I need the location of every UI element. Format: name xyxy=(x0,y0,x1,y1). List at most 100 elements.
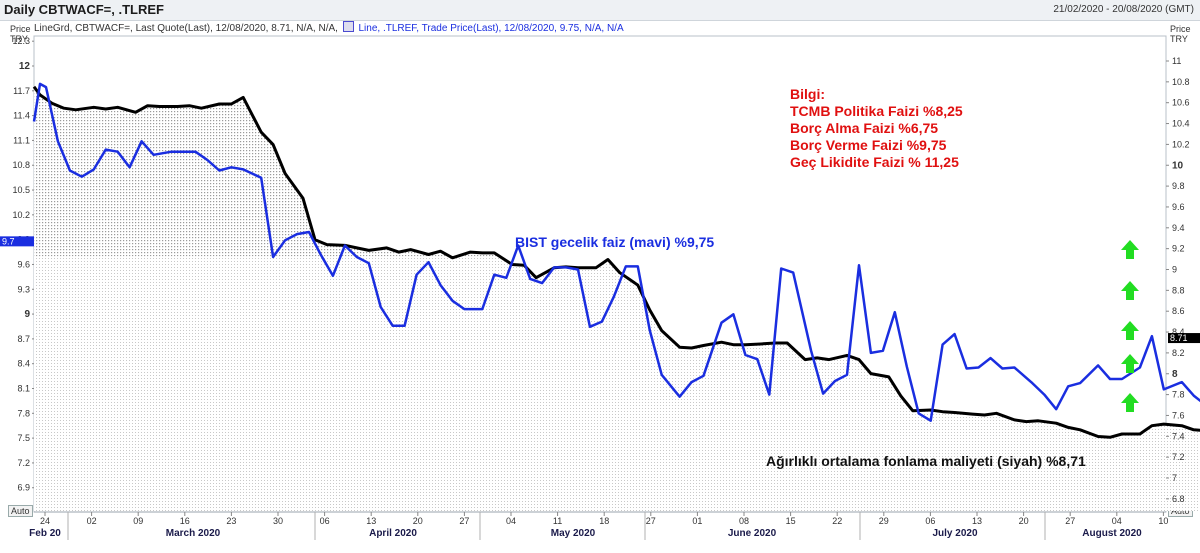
left-value-tag xyxy=(0,236,34,247)
right-value-tag-text: 8.71 xyxy=(1170,333,1188,343)
x-month-label: Feb 20 xyxy=(29,528,61,539)
right-tick-label: 9.6 xyxy=(1172,202,1185,212)
right-tick-label: 8.6 xyxy=(1172,306,1185,316)
left-tick-label: 6.9 xyxy=(17,483,30,493)
info-line: Borç Verme Faizi %9,75 xyxy=(790,137,947,153)
left-auto-button[interactable]: Auto xyxy=(8,505,33,517)
x-tick-label: 29 xyxy=(879,516,889,526)
left-tick-label: 11.4 xyxy=(13,111,30,121)
x-tick-label: 04 xyxy=(1112,516,1122,526)
right-tick-label: 8.4 xyxy=(1172,327,1185,337)
right-tick-label: 11 xyxy=(1172,56,1181,66)
right-tick-label: 9.4 xyxy=(1172,223,1185,233)
x-tick-label: 06 xyxy=(925,516,935,526)
x-tick-label: 08 xyxy=(739,516,749,526)
x-tick-label: 13 xyxy=(366,516,376,526)
left-axis-unit: Price TRY xyxy=(10,24,31,44)
left-axis: 12.31211.711.411.110.810.510.29.99.69.39… xyxy=(12,36,34,493)
x-tick-label: 16 xyxy=(180,516,190,526)
right-tick-label: 7.2 xyxy=(1172,452,1185,462)
up-arrow-icon xyxy=(1121,393,1139,412)
left-tick-label: 8.7 xyxy=(17,334,30,344)
left-tick-label: 9 xyxy=(24,309,30,320)
right-tick-label: 6.8 xyxy=(1172,494,1185,504)
up-arrow-shape xyxy=(1121,240,1139,259)
x-tick-label: 10 xyxy=(1158,516,1168,526)
right-tick-label: 7.6 xyxy=(1172,410,1185,420)
x-month-label: July 2020 xyxy=(932,528,977,539)
info-line: Borç Alma Faizi %6,75 xyxy=(790,120,938,136)
x-tick-label: 11 xyxy=(553,516,562,526)
x-tick-label: 27 xyxy=(646,516,656,526)
wacf-area-fill xyxy=(34,86,1200,511)
wacf-area-fill-dense xyxy=(34,86,500,257)
right-tick-label: 8.2 xyxy=(1172,348,1185,358)
x-tick-label: 09 xyxy=(133,516,143,526)
left-tick-label: 7.8 xyxy=(17,408,30,418)
info-line: Bilgi: xyxy=(790,86,825,102)
x-tick-label: 06 xyxy=(320,516,330,526)
right-tick-label: 7 xyxy=(1172,473,1177,483)
wacf-label: Ağırlıklı ortalama fonlama maliyeti (siy… xyxy=(766,453,1086,469)
right-tick-label: 7.8 xyxy=(1172,390,1185,400)
x-tick-label: 04 xyxy=(506,516,516,526)
legend-wacf: LineGrd, CBTWACF=, Last Quote(Last), 12/… xyxy=(34,23,338,34)
left-tick-label: 10.2 xyxy=(12,210,30,220)
right-tick-label: 9.8 xyxy=(1172,181,1185,191)
x-tick-label: 13 xyxy=(972,516,982,526)
left-tick-label: 11.7 xyxy=(13,86,30,96)
x-tick-label: 24 xyxy=(40,516,50,526)
left-tick-label: 10.8 xyxy=(12,160,30,170)
right-value-tag xyxy=(1168,333,1200,344)
x-tick-label: 27 xyxy=(1065,516,1075,526)
x-month-label: May 2020 xyxy=(551,528,596,539)
right-tick-label: 10.8 xyxy=(1172,77,1190,87)
x-tick-label: 30 xyxy=(273,516,283,526)
right-tick-label: 9 xyxy=(1172,265,1177,275)
left-tick-label: 11.1 xyxy=(13,135,30,145)
x-month-label: March 2020 xyxy=(166,528,221,539)
chart-header: Daily CBTWACF=, .TLREF 21/02/2020 - 20/0… xyxy=(0,0,1200,21)
right-tick-label: 10 xyxy=(1172,160,1184,171)
right-tick-label: 10.2 xyxy=(1172,139,1190,149)
wacf-line xyxy=(32,85,1200,439)
x-month-label: April 2020 xyxy=(369,528,417,539)
x-tick-label: 15 xyxy=(786,516,796,526)
wacf-fill xyxy=(34,86,1200,511)
up-arrow-icon xyxy=(1121,321,1139,340)
legend-tlref: Line, .TLREF, Trade Price(Last), 12/08/2… xyxy=(358,23,624,34)
date-range: 21/02/2020 - 20/08/2020 (GMT) xyxy=(1053,4,1194,15)
left-tick-label: 9.6 xyxy=(17,259,30,269)
up-arrow-icon xyxy=(1121,281,1139,300)
x-tick-label: 01 xyxy=(692,516,702,526)
x-tick-label: 02 xyxy=(87,516,97,526)
info-line: Geç Likidite Faizi % 11,25 xyxy=(790,154,959,170)
right-tick-label: 10.6 xyxy=(1172,98,1190,108)
chart-title: Daily CBTWACF=, .TLREF xyxy=(4,2,164,17)
right-axis-unit: Price TRY xyxy=(1170,24,1191,44)
series-legend: LineGrd, CBTWACF=, Last Quote(Last), 12/… xyxy=(34,21,624,34)
right-tick-label: 7.4 xyxy=(1172,431,1185,441)
x-tick-label: 18 xyxy=(599,516,609,526)
x-tick-label: 23 xyxy=(226,516,236,526)
up-arrow-shape xyxy=(1121,281,1139,300)
right-tick-label: 8.8 xyxy=(1172,285,1185,295)
x-tick-label: 27 xyxy=(459,516,469,526)
x-tick-label: 22 xyxy=(832,516,842,526)
x-month-label: June 2020 xyxy=(728,528,777,539)
left-tick-label: 12 xyxy=(19,61,31,72)
right-axis: 11 10.8 10.6 10.4 10.2 10 9.8 9.6 9.4 9.2 9 8.8 8.6 8… xyxy=(1166,56,1190,504)
left-value-tag-text: 9.7 xyxy=(2,236,15,246)
x-month-label: August 2020 xyxy=(1082,528,1142,539)
series-layer xyxy=(32,82,1200,439)
left-tick-label: 10.5 xyxy=(12,185,30,195)
up-arrow-shape xyxy=(1121,393,1139,412)
up-arrow-shape xyxy=(1121,321,1139,340)
x-axis: 24 02 09 16 23 30 06 13 20 27 04 11 18 27 01 08 15 22 29 06… xyxy=(29,512,1168,540)
last-value-tags: 9.7 8.71 xyxy=(0,236,1200,344)
left-tick-label: 9.3 xyxy=(17,284,30,294)
left-tick-label: 8.4 xyxy=(17,359,30,369)
x-tick-label: 20 xyxy=(413,516,423,526)
